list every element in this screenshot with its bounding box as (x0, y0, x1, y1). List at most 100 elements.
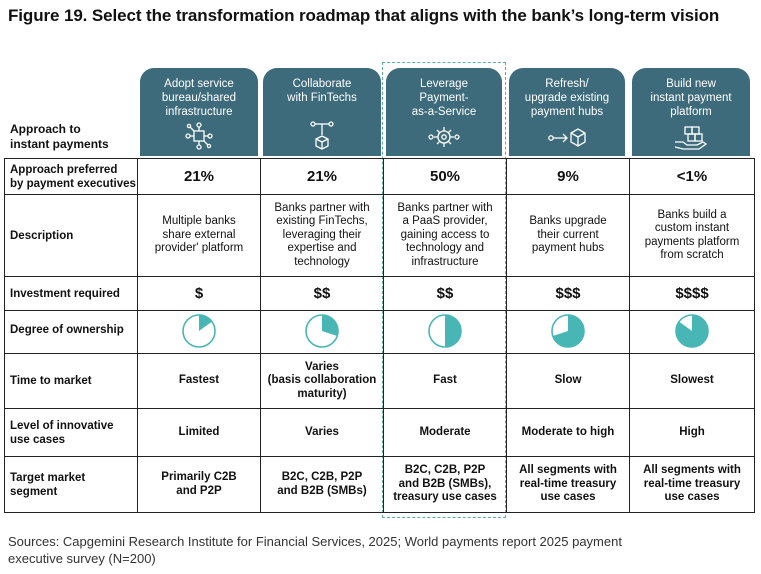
row-label-preferred: Approach preferred by payment executives (10, 159, 136, 194)
column-header-line: upgrade existing (524, 92, 610, 104)
row-label-line: Approach preferred (10, 163, 118, 176)
row-label-text: Description (10, 229, 74, 242)
preferred-cell: 9% (507, 159, 629, 194)
ownership-pie (428, 314, 462, 348)
column-header-line: Build new (666, 78, 716, 90)
description-cell: Banks partner with a PaaS provider, gainin… (384, 195, 506, 276)
target-cell: B2C, C2B, P2P and B2B (SMBs) (261, 457, 383, 512)
cell-line: All segments with (519, 464, 617, 477)
time-cell: Fast (384, 354, 506, 408)
investment-cell: $$$$ (630, 277, 754, 310)
column-header-refresh: Refresh/upgrade existing payment hubs (509, 68, 625, 156)
approach-label-line: Approach to (10, 122, 81, 136)
cell-line: All segments with (643, 464, 741, 477)
highlight-column-border (382, 62, 506, 518)
cell-line: and P2P (176, 484, 222, 497)
cell-line: treasury use cases (393, 491, 497, 504)
row-label-line: segment (10, 485, 58, 498)
ownership-pie (551, 314, 585, 348)
cell-line: use cases (664, 491, 720, 504)
ownership-pie (182, 314, 216, 348)
cell-line: payments platform (644, 235, 740, 248)
cell-line: real-time treasury (643, 477, 741, 490)
cell-line: B2C, C2B, P2P (404, 464, 486, 477)
row-label-ownership: Degree of ownership (10, 311, 124, 349)
cell-line: Multiple banks (162, 215, 236, 228)
arrow-cube-icon (548, 128, 586, 147)
row-label-investment: Investment required (10, 277, 120, 310)
investment-cell: $ (138, 277, 260, 310)
investment-cell: $$ (384, 277, 506, 310)
preferred-cell: 21% (138, 159, 260, 194)
cell-line: share external (162, 228, 236, 241)
cell-line: Moderate to high (521, 425, 615, 438)
cell-line: $$ (313, 284, 331, 302)
cell-line: $$$$ (675, 284, 709, 302)
approach-label: Approach to instant payments (10, 122, 109, 152)
col-divider (260, 158, 261, 512)
cell-line: Banks partner with (274, 201, 370, 214)
description-cell: Banks partner with existing FinTechs, leve… (261, 195, 383, 276)
row-label-innovation: Level of innovative use cases (10, 409, 114, 456)
approach-label-line: instant payments (10, 137, 109, 151)
node-cube-icon (310, 121, 334, 150)
network-nodes-icon (185, 122, 213, 150)
description-cell: Banks upgrade their current payment hubs (507, 195, 629, 276)
column-header-line: instant payment (650, 92, 732, 104)
cell-line: B2C, C2B, P2P (281, 471, 363, 483)
cell-line: gaining access to (400, 228, 490, 241)
row-divider (4, 310, 755, 311)
row-label-description: Description (10, 195, 73, 276)
column-header-bureau: Adopt service bureau/shared infrastructure (140, 68, 258, 156)
description-cell: Multiple banks share external provider' pl… (138, 195, 260, 276)
row-label-text: Time to market (10, 375, 92, 387)
cell-line: infrastructure (411, 255, 479, 268)
preferred-cell: 21% (261, 159, 383, 194)
cell-line: Moderate (419, 425, 471, 438)
cell-line: Varies (305, 425, 339, 438)
cell-line: 9% (557, 167, 579, 185)
time-cell: Fastest (138, 354, 260, 408)
row-label-text: Degree of ownership (10, 324, 124, 336)
cell-line: and B2B (SMBs), (398, 477, 492, 490)
preferred-cell: <1% (630, 159, 754, 194)
time-cell: Slowest (630, 354, 754, 408)
innovation-cell: High (630, 409, 754, 456)
cell-line: real-time treasury (519, 477, 617, 490)
cell-line: (basis collaboration (267, 374, 377, 387)
cell-line: 50% (429, 167, 461, 185)
col-divider (383, 158, 384, 512)
ownership-pie-slice (322, 315, 338, 336)
row-label-text: Investment required (10, 287, 120, 300)
cell-line: Varies (305, 360, 339, 373)
col-divider (629, 158, 630, 512)
column-header-fintech: Collaborate with FinTechs (263, 68, 381, 156)
investment-cell: $$ (261, 277, 383, 310)
cell-line: existing FinTechs, (276, 215, 368, 228)
target-cell: All segments with real-time treasury use c… (630, 457, 754, 512)
row-label-line: Target market (10, 471, 86, 484)
cell-line: 21% (183, 167, 215, 185)
investment-cell: $$$ (507, 277, 629, 310)
column-header-line: infrastructure (165, 106, 233, 118)
column-header-line: Payment- (419, 92, 469, 104)
cell-line: Banks build a (657, 208, 727, 221)
cell-line: Slow (554, 374, 582, 387)
row-divider (4, 158, 755, 159)
col-divider (754, 158, 755, 512)
innovation-cell: Varies (261, 409, 383, 456)
row-divider (4, 276, 755, 277)
cell-line: Primarily C2B (161, 471, 237, 483)
row-divider (4, 194, 755, 195)
column-header-build: Build new instant payment platform (632, 68, 750, 156)
row-label-target: Target market segment (10, 457, 85, 512)
cell-line: and B2B (SMBs) (277, 484, 367, 497)
cell-line: custom instant (654, 222, 730, 234)
cell-line: $$$ (555, 284, 581, 302)
row-label-line: Level of innovative (10, 419, 114, 432)
innovation-cell: Moderate to high (507, 409, 629, 456)
ownership-pie (675, 314, 709, 348)
cell-line: leveraging their (282, 228, 362, 241)
time-cell: Slow (507, 354, 629, 408)
target-cell: B2C, C2B, P2P and B2B (SMBs), treasury use… (384, 457, 506, 512)
